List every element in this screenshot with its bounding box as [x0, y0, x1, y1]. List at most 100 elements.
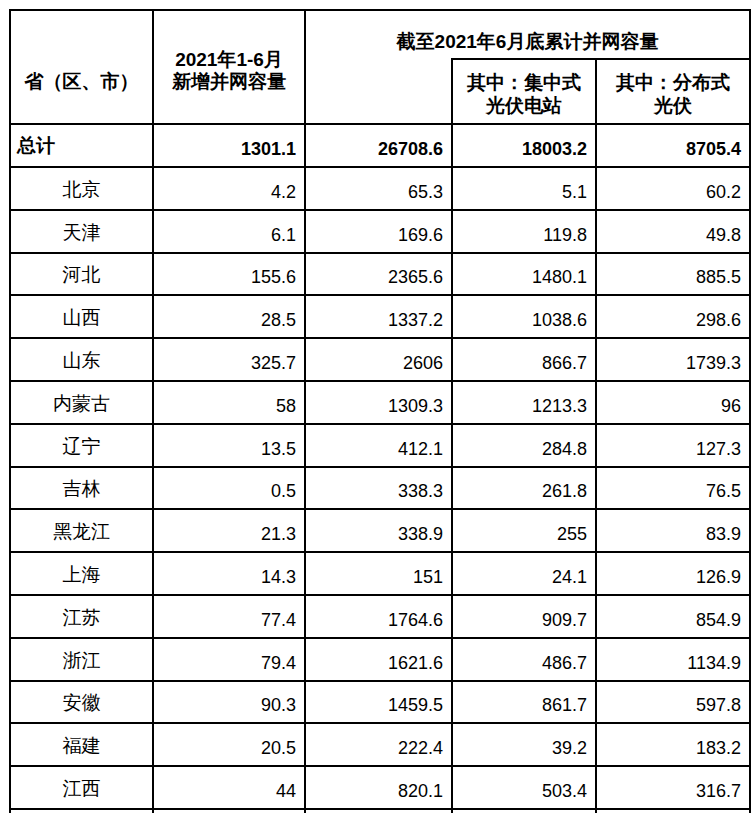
value-cell: 1621.6: [305, 638, 452, 681]
table-row: 山西28.51337.21038.6298.6: [10, 295, 750, 338]
value-cell: 820.1: [305, 766, 452, 809]
province-cell: 浙江: [10, 638, 153, 681]
province-cell: 山西: [10, 295, 153, 338]
value-cell: 58: [153, 381, 305, 424]
value-cell: 2606: [305, 338, 452, 381]
value-cell: 1764.6: [305, 595, 452, 638]
value-cell: 24.1: [452, 552, 596, 595]
value-cell: 5.1: [452, 167, 596, 210]
empty-cell: [305, 809, 452, 813]
province-cell: 上海: [10, 552, 153, 595]
value-cell: 76.5: [596, 467, 750, 510]
table-row: 福建20.5222.439.2183.2: [10, 723, 750, 766]
total-value-cell: 8705.4: [596, 124, 750, 167]
value-cell: 486.7: [452, 638, 596, 681]
province-cell: 安徽: [10, 681, 153, 724]
value-cell: 854.9: [596, 595, 750, 638]
value-cell: 155.6: [153, 253, 305, 296]
value-cell: 44: [153, 766, 305, 809]
province-cell: 江苏: [10, 595, 153, 638]
province-cell: 河北: [10, 253, 153, 296]
table-row: 吉林0.5338.3261.876.5: [10, 467, 750, 510]
value-cell: 39.2: [452, 723, 596, 766]
header-new-capacity: 2021年1-6月 新增并网容量: [153, 10, 305, 124]
value-cell: 21.3: [153, 509, 305, 552]
value-cell: 503.4: [452, 766, 596, 809]
value-cell: 909.7: [452, 595, 596, 638]
province-cell: 北京: [10, 167, 153, 210]
value-cell: 1739.3: [596, 338, 750, 381]
table-total-section: 总计 1301.1 26708.6 18003.2 8705.4: [10, 124, 750, 167]
empty-cell: [10, 809, 153, 813]
total-value-cell: 18003.2: [452, 124, 596, 167]
value-cell: 338.3: [305, 467, 452, 510]
empty-cell: [153, 809, 305, 813]
province-cell: 山东: [10, 338, 153, 381]
value-cell: 6.1: [153, 210, 305, 253]
value-cell: 119.8: [452, 210, 596, 253]
value-cell: 49.8: [596, 210, 750, 253]
value-cell: 28.5: [153, 295, 305, 338]
value-cell: 261.8: [452, 467, 596, 510]
header-distributed: 其中：分布式 光伏: [596, 59, 750, 124]
value-cell: 90.3: [153, 681, 305, 724]
clipped-next-row: [10, 809, 750, 813]
total-label: 总计: [10, 124, 153, 167]
value-cell: 325.7: [153, 338, 305, 381]
table-row: 内蒙古581309.31213.396: [10, 381, 750, 424]
table-row: 山东325.72606866.71739.3: [10, 338, 750, 381]
table-row: 安徽90.31459.5861.7597.8: [10, 681, 750, 724]
table-body: 北京4.265.35.160.2天津6.1169.6119.849.8河北155…: [10, 167, 750, 809]
value-cell: 151: [305, 552, 452, 595]
value-cell: 83.9: [596, 509, 750, 552]
value-cell: 77.4: [153, 595, 305, 638]
header-centralized: 其中：集中式 光伏电站: [452, 59, 596, 124]
table-stub-section: [10, 809, 750, 813]
header-distributed-line2: 光伏: [605, 95, 741, 117]
value-cell: 13.5: [153, 424, 305, 467]
header-centralized-line1: 其中：集中式: [461, 72, 587, 94]
province-cell: 辽宁: [10, 424, 153, 467]
header-centralized-line2: 光伏电站: [461, 95, 587, 117]
table-row: 上海14.315124.1126.9: [10, 552, 750, 595]
value-cell: 1213.3: [452, 381, 596, 424]
header-province: 省（区、市）: [10, 10, 153, 124]
value-cell: 338.9: [305, 509, 452, 552]
header-cumulative-span: 截至2021年6月底累计并网容量: [305, 10, 750, 59]
value-cell: 126.9: [596, 552, 750, 595]
value-cell: 597.8: [596, 681, 750, 724]
total-value-cell: 26708.6: [305, 124, 452, 167]
value-cell: 1459.5: [305, 681, 452, 724]
header-cumulative-total-cell: [305, 59, 452, 124]
value-cell: 1134.9: [596, 638, 750, 681]
value-cell: 127.3: [596, 424, 750, 467]
header-row-1: 省（区、市） 2021年1-6月 新增并网容量 截至2021年6月底累计并网容量: [10, 10, 750, 59]
header-distributed-line1: 其中：分布式: [605, 72, 741, 94]
value-cell: 1309.3: [305, 381, 452, 424]
value-cell: 255: [452, 509, 596, 552]
value-cell: 861.7: [452, 681, 596, 724]
table-row: 河北155.62365.61480.1885.5: [10, 253, 750, 296]
value-cell: 65.3: [305, 167, 452, 210]
province-cell: 吉林: [10, 467, 153, 510]
value-cell: 412.1: [305, 424, 452, 467]
table-row: 江苏77.41764.6909.7854.9: [10, 595, 750, 638]
value-cell: 1038.6: [452, 295, 596, 338]
value-cell: 316.7: [596, 766, 750, 809]
value-cell: 169.6: [305, 210, 452, 253]
province-cell: 内蒙古: [10, 381, 153, 424]
table-row: 江西44820.1503.4316.7: [10, 766, 750, 809]
value-cell: 4.2: [153, 167, 305, 210]
table-row: 浙江79.41621.6486.71134.9: [10, 638, 750, 681]
empty-cell: [596, 809, 750, 813]
value-cell: 14.3: [153, 552, 305, 595]
table-row: 黑龙江21.3338.925583.9: [10, 509, 750, 552]
value-cell: 0.5: [153, 467, 305, 510]
province-cell: 江西: [10, 766, 153, 809]
value-cell: 298.6: [596, 295, 750, 338]
province-cell: 福建: [10, 723, 153, 766]
table-row: 天津6.1169.6119.849.8: [10, 210, 750, 253]
value-cell: 2365.6: [305, 253, 452, 296]
value-cell: 284.8: [452, 424, 596, 467]
value-cell: 1337.2: [305, 295, 452, 338]
